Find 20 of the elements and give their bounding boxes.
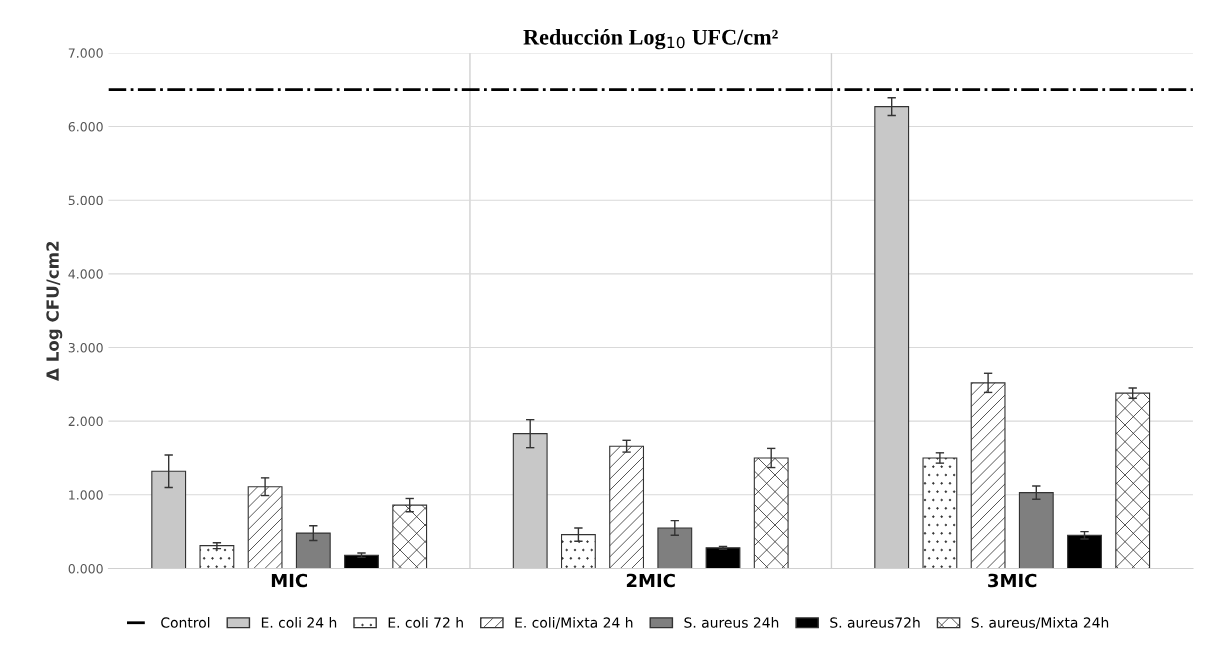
- legend-label: S. aureus72h: [830, 617, 920, 628]
- legend-label: E. coli 72 h: [388, 617, 463, 628]
- x-tick-label: MIC: [271, 573, 308, 588]
- chart-title: Reducción Log$_{10}$ UFC/cm²: [523, 28, 778, 50]
- y-tick-label: 5.000: [68, 195, 103, 206]
- legend-label: E. coli/Mixta 24 h: [515, 617, 633, 629]
- legend-label: Control: [161, 617, 210, 628]
- y-tick-label: 7.000: [68, 48, 103, 58]
- y-tick-label: 3.000: [68, 342, 103, 353]
- y-tick-label: 6.000: [68, 122, 103, 132]
- legend-label: E. coli 24 h: [261, 617, 337, 628]
- y-tick-label: 2.000: [68, 416, 103, 427]
- legend-label: S. aureus 24h: [684, 617, 779, 628]
- y-axis-title: Δ Log CFU/cm2: [46, 241, 63, 381]
- y-tick-label: 0.000: [68, 563, 103, 574]
- legend-label: S. aureus/Mixta 24h: [971, 617, 1109, 629]
- x-tick-label: 3MIC: [988, 573, 1037, 588]
- x-tick-label: 2MIC: [626, 573, 675, 588]
- y-tick-label: 4.000: [68, 269, 103, 279]
- y-tick-label: 1.000: [69, 490, 103, 500]
